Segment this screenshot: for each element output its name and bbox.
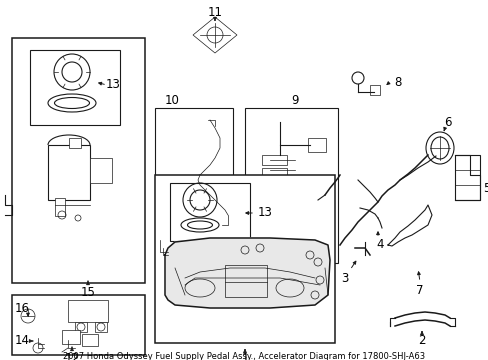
Bar xyxy=(170,183,249,241)
Bar xyxy=(30,50,120,125)
Polygon shape xyxy=(164,238,329,308)
Text: 2007 Honda Odyssey Fuel Supply Pedal Assy., Accelerator Diagram for 17800-SHJ-A6: 2007 Honda Odyssey Fuel Supply Pedal Ass… xyxy=(63,352,424,360)
Bar xyxy=(12,295,145,355)
Text: 12: 12 xyxy=(64,351,80,360)
Text: 9: 9 xyxy=(291,94,298,107)
Bar xyxy=(262,195,284,207)
Bar xyxy=(224,265,266,297)
Bar xyxy=(69,138,81,148)
Text: 10: 10 xyxy=(164,94,180,107)
Text: 16: 16 xyxy=(15,302,29,315)
Text: 3: 3 xyxy=(341,271,348,284)
Bar xyxy=(262,208,282,220)
Text: 6: 6 xyxy=(443,116,451,129)
Bar xyxy=(262,168,286,178)
Bar xyxy=(12,38,145,283)
Bar xyxy=(48,145,90,200)
Bar xyxy=(90,158,112,183)
Text: 8: 8 xyxy=(393,76,401,89)
Text: 7: 7 xyxy=(415,284,423,297)
Bar xyxy=(82,334,98,346)
Bar xyxy=(75,322,87,332)
Bar xyxy=(68,300,108,322)
Bar xyxy=(155,108,232,268)
Bar xyxy=(262,155,286,165)
Bar xyxy=(55,198,65,216)
Bar xyxy=(307,138,325,152)
Text: 2: 2 xyxy=(417,333,425,346)
Bar xyxy=(369,85,379,95)
Bar xyxy=(285,196,303,206)
Text: 5: 5 xyxy=(482,181,488,194)
Text: 13: 13 xyxy=(257,207,272,220)
Text: 4: 4 xyxy=(375,238,383,252)
Text: 14: 14 xyxy=(15,334,29,347)
Bar xyxy=(454,155,479,200)
Bar xyxy=(155,175,334,343)
Bar xyxy=(62,330,80,344)
Bar xyxy=(262,181,282,191)
Bar xyxy=(244,108,337,263)
Text: 13: 13 xyxy=(105,78,120,91)
Text: 11: 11 xyxy=(207,5,222,18)
Text: 1: 1 xyxy=(241,351,248,360)
Text: 15: 15 xyxy=(81,285,95,298)
Bar xyxy=(95,322,107,332)
Bar xyxy=(285,183,301,193)
